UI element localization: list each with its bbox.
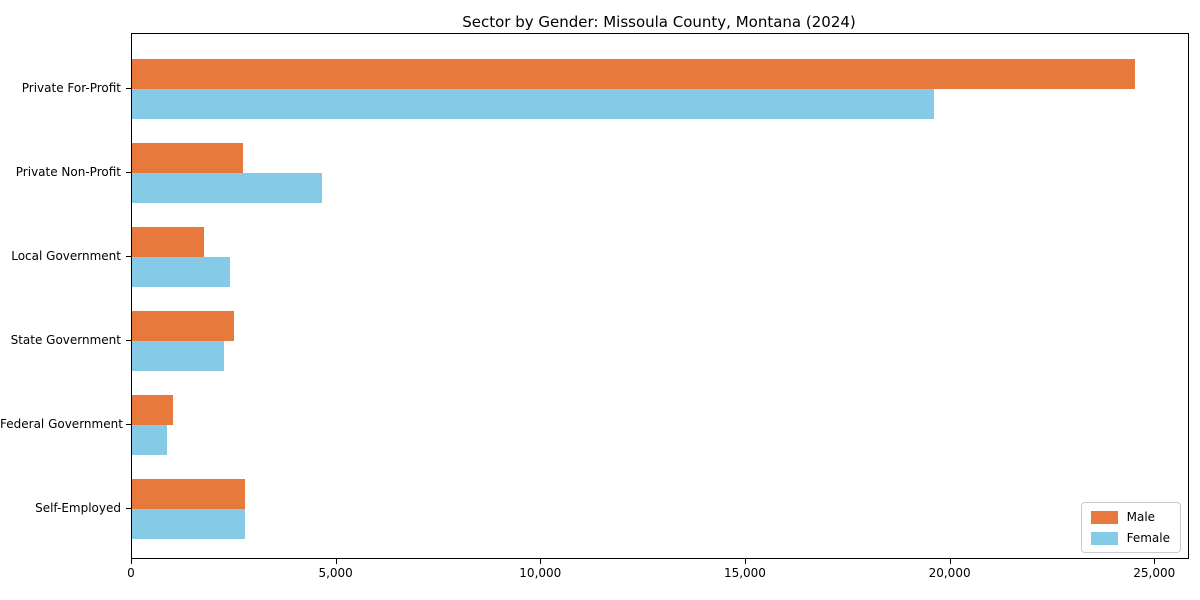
y-axis-label-self-employed: Self-Employed — [35, 501, 121, 515]
x-axis-tick-label: 25,000 — [1133, 566, 1176, 580]
x-axis-tick-label: 5,000 — [318, 566, 353, 580]
bar-male-federal-government — [132, 395, 173, 425]
x-axis-tick — [744, 559, 746, 564]
legend: Male Female — [1080, 502, 1181, 553]
bar-female-self-employed — [132, 509, 245, 539]
legend-item-male: Male — [1090, 510, 1170, 524]
bar-female-private-for-profit — [132, 89, 934, 119]
x-axis-tick — [540, 559, 542, 564]
y-axis-label-state-government: State Government — [10, 333, 121, 347]
legend-label-female: Female — [1126, 531, 1170, 545]
bar-male-private-for-profit — [132, 59, 1135, 89]
y-axis-tick — [126, 340, 131, 341]
legend-item-female: Female — [1090, 531, 1170, 545]
x-axis-tick-label: 20,000 — [928, 566, 971, 580]
x-axis-tick — [1154, 559, 1156, 564]
chart-title: Sector by Gender: Missoula County, Monta… — [462, 13, 856, 31]
legend-swatch-female-icon — [1090, 531, 1118, 545]
y-axis-label-federal-government: Federal Government — [0, 417, 123, 431]
y-axis-label-local-government: Local Government — [11, 249, 121, 263]
x-axis-tick-label: 10,000 — [519, 566, 562, 580]
plot-area: Male Female — [131, 33, 1189, 559]
bar-male-self-employed — [132, 479, 245, 509]
y-axis-tick — [126, 424, 131, 425]
y-axis-tick — [126, 256, 131, 257]
bar-male-private-non-profit — [132, 143, 243, 173]
bar-male-local-government — [132, 227, 204, 257]
x-axis-tick-label: 0 — [127, 566, 135, 580]
bar-male-state-government — [132, 311, 234, 341]
x-axis-tick — [131, 559, 132, 564]
bar-female-local-government — [132, 257, 230, 287]
bar-female-private-non-profit — [132, 173, 322, 203]
bar-female-state-government — [132, 341, 224, 371]
legend-label-male: Male — [1126, 510, 1156, 524]
y-axis-tick — [126, 508, 131, 509]
y-axis-label-private-non-profit: Private Non-Profit — [15, 165, 121, 179]
x-axis-tick-label: 15,000 — [723, 566, 766, 580]
x-axis-tick — [949, 559, 951, 564]
bar-female-federal-government — [132, 425, 167, 455]
y-axis-label-private-for-profit: Private For-Profit — [21, 81, 121, 95]
y-axis-tick — [126, 172, 131, 173]
y-axis-tick — [126, 88, 131, 89]
legend-swatch-male-icon — [1090, 510, 1118, 524]
x-axis-tick — [335, 559, 337, 564]
